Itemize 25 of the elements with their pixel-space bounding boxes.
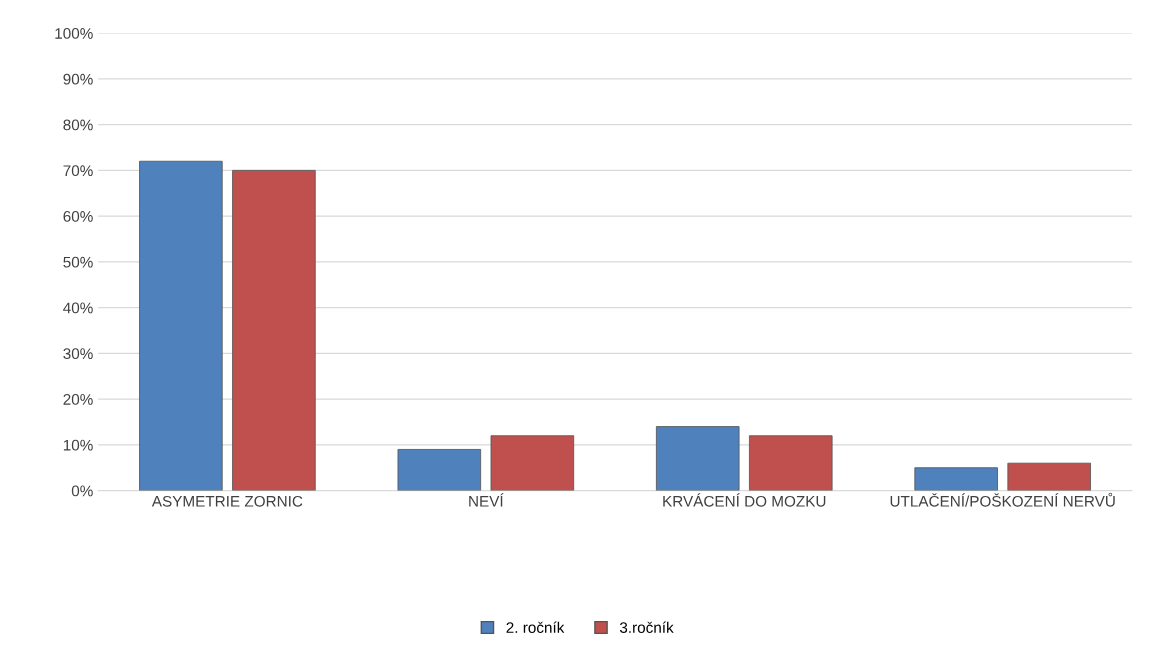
bar xyxy=(490,435,575,491)
bar xyxy=(914,467,998,491)
legend-label: 2. ročník xyxy=(506,621,565,633)
y-tick-label: 50% xyxy=(63,256,93,268)
y-tick-label: 60% xyxy=(63,211,93,222)
x-tick-label: NEVÍ xyxy=(469,493,504,507)
x-tick-label: ASYMETRIE ZORNIC xyxy=(151,495,303,507)
y-tick-label: 70% xyxy=(63,165,93,177)
bar xyxy=(232,169,316,491)
x-tick-label: KRVÁCENÍ DO MOZKU xyxy=(663,493,826,507)
x-tick-label: UTLAČENÍ/POŠKOZENÍ NERVŮ xyxy=(890,492,1115,507)
y-tick-label: 20% xyxy=(63,393,93,405)
y-tick-label: 40% xyxy=(63,302,93,314)
y-tick-label: 80% xyxy=(63,119,93,131)
bar xyxy=(749,435,833,491)
y-tick-label: 0% xyxy=(71,485,93,497)
legend-label: 3.ročník xyxy=(619,621,674,633)
bar xyxy=(139,160,223,491)
bar xyxy=(655,426,740,491)
y-tick-label: 100% xyxy=(55,28,93,39)
y-tick-label: 10% xyxy=(63,439,93,451)
y-tick-label: 90% xyxy=(63,73,93,85)
y-tick-label: 30% xyxy=(63,348,93,360)
bar xyxy=(1007,462,1091,491)
bar xyxy=(397,449,482,491)
